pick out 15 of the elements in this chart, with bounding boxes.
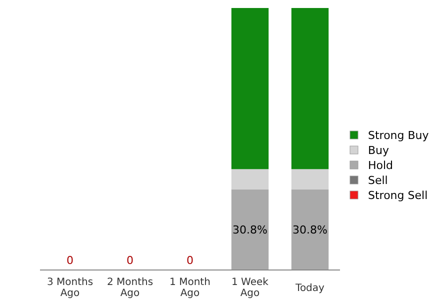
legend-label: Strong Buy xyxy=(368,129,430,142)
legend-label: Sell xyxy=(368,174,388,187)
x-tick-label: 3 Months Ago xyxy=(46,277,94,299)
total-label: 0 xyxy=(186,254,194,267)
total-label: 0 xyxy=(126,254,134,267)
x-tick-label: 1 Week Ago xyxy=(232,277,269,299)
x-tick-label: Today xyxy=(294,283,325,294)
legend-label: Strong Sell xyxy=(368,189,428,202)
legend-label: Hold xyxy=(368,159,394,172)
total-label: 0 xyxy=(66,254,74,267)
x-tick-label: 1 Month Ago xyxy=(170,277,210,299)
data-label: 30.8% xyxy=(292,224,328,237)
legend-label: Buy xyxy=(368,144,390,157)
x-tick-label: 2 Months Ago xyxy=(106,277,154,299)
data-label: 30.8% xyxy=(232,224,268,237)
